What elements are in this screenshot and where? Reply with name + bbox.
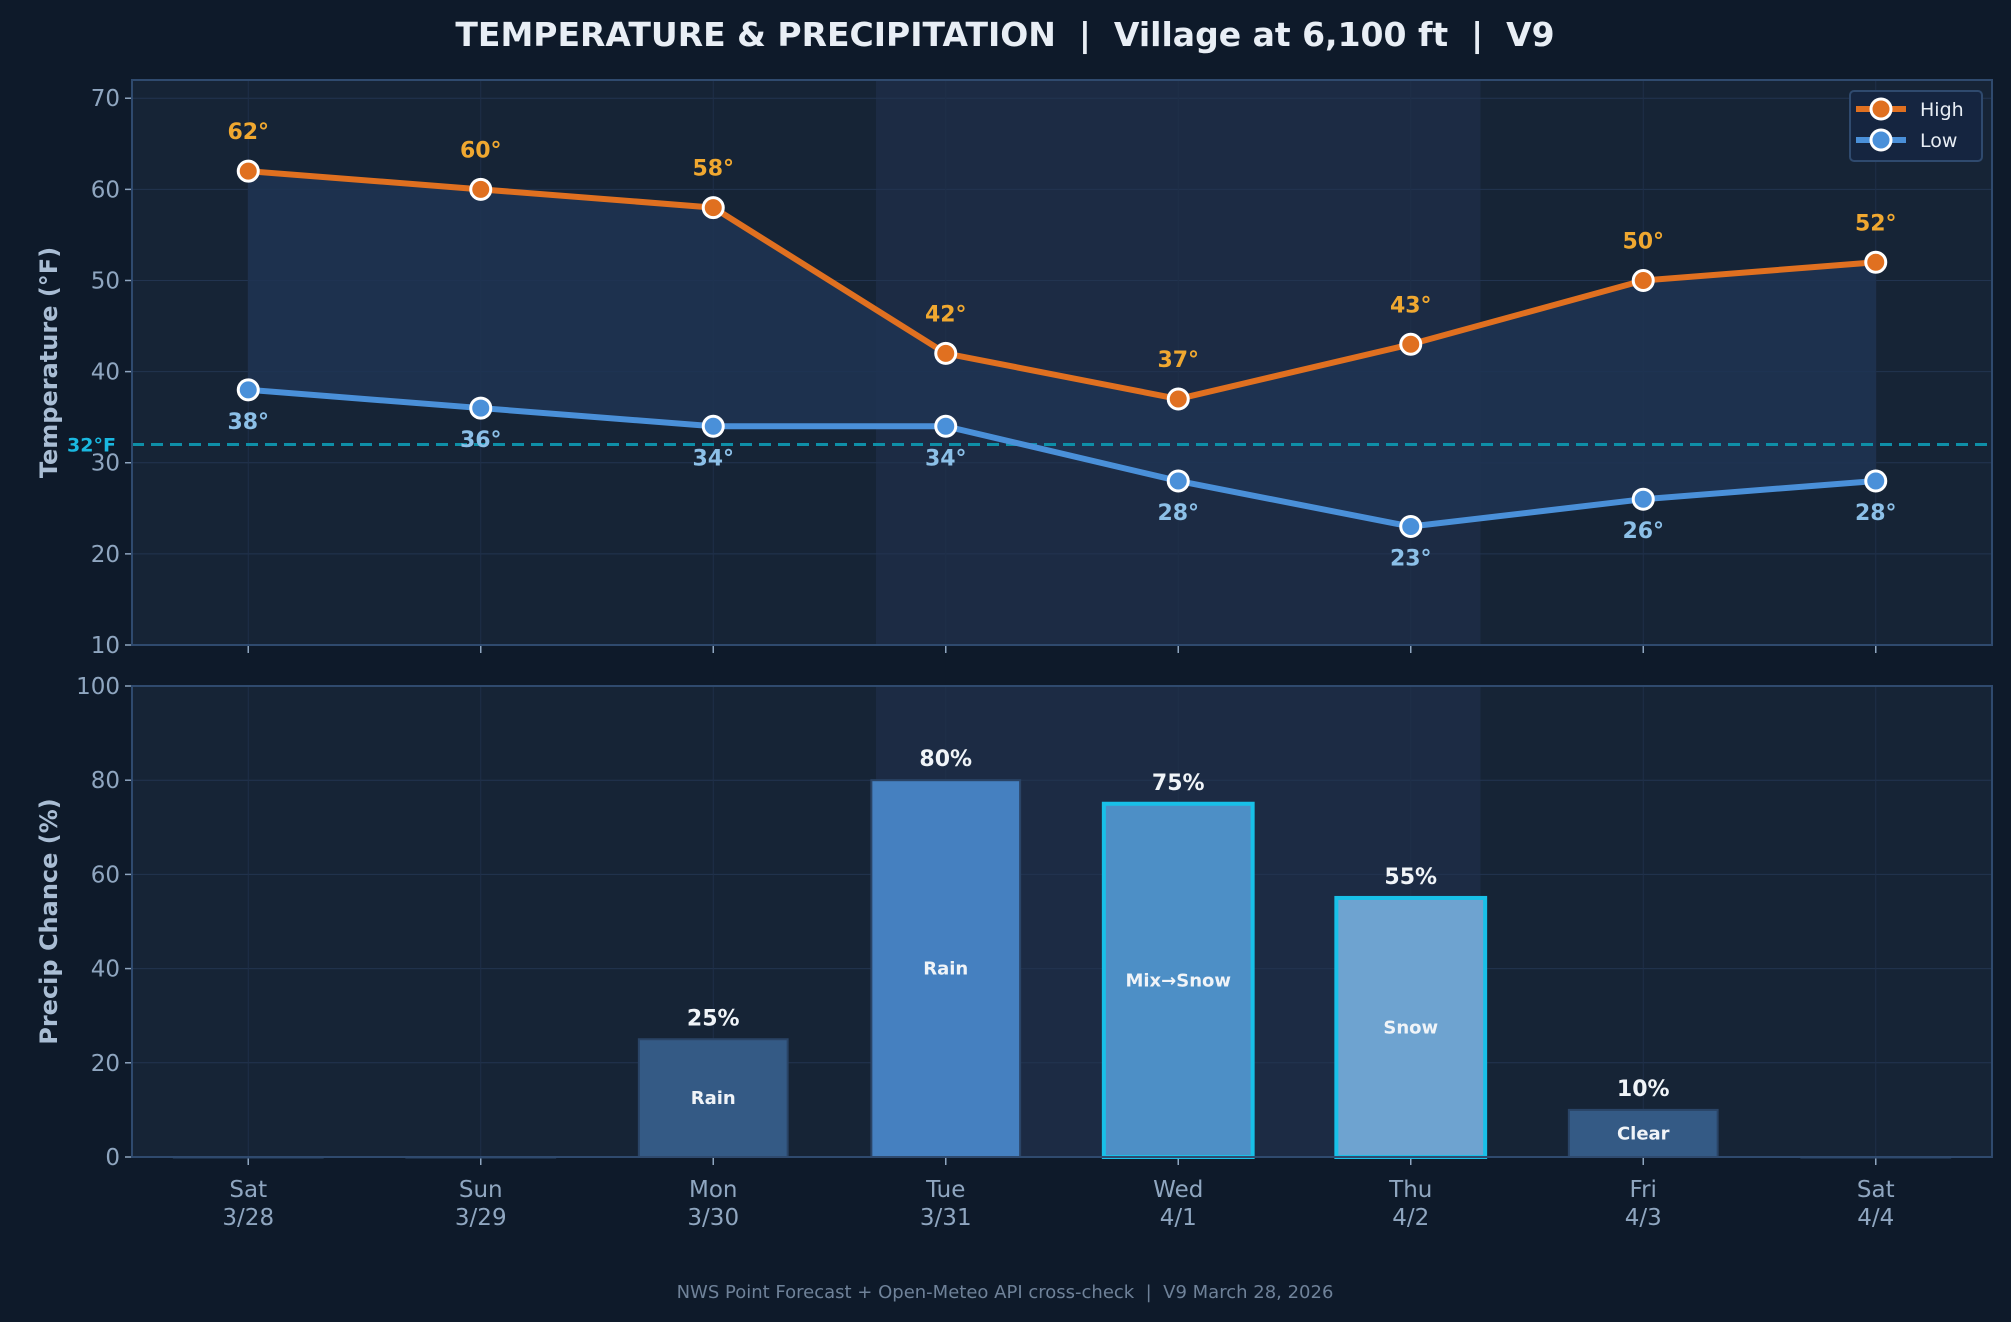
low-temp-label: 23°: [1390, 547, 1432, 572]
high-temp-point: [1166, 387, 1190, 411]
precip-bar: [1101, 801, 1255, 1159]
y-tick-label: 40: [91, 360, 120, 386]
y-tick-label: 50: [91, 268, 120, 294]
precip-type-label: Mix→Snow: [1125, 970, 1231, 991]
precip-value-label: 55%: [1384, 865, 1437, 890]
high-low-range-fill: [248, 171, 1876, 527]
y-tick-label: 10: [91, 633, 120, 659]
high-temp-point: [934, 341, 958, 365]
high-temp-label: 58°: [692, 157, 734, 182]
high-temp-point: [701, 196, 725, 220]
footer-note: NWS Point Forecast + Open-Meteo API cros…: [677, 1282, 1334, 1303]
x-tick-label-date: 3/31: [920, 1205, 972, 1231]
y-tick-label: 70: [91, 86, 120, 112]
y-tick-label: 30: [91, 451, 120, 477]
low-temp-label: 36°: [460, 428, 502, 453]
low-temp-point: [1399, 515, 1423, 539]
high-temp-label: 50°: [1622, 229, 1664, 254]
high-temp-label: 62°: [227, 120, 269, 145]
plot-frame: [131, 79, 1993, 646]
y-axis-label: Precip Chance (%): [35, 798, 63, 1045]
low-temp-point: [1864, 469, 1888, 493]
precip-type-label: Clear: [1617, 1123, 1670, 1144]
temperature-panel: 10 20 30 40 50 60 70 Temperature (°F) 32°F 62° 60°…: [35, 79, 1993, 659]
high-temp-point: [1631, 268, 1655, 292]
precip-bar: [1567, 1108, 1719, 1159]
x-tick-label-day: Mon: [689, 1177, 738, 1203]
y-tick-label: 80: [91, 768, 120, 794]
y-axis-label: Temperature (°F): [35, 247, 63, 478]
low-temp-point: [701, 414, 725, 438]
x-tick-label-date: 4/4: [1857, 1205, 1894, 1231]
high-temp-point: [1399, 332, 1423, 356]
precip-value-label: 25%: [687, 1006, 740, 1031]
x-tick-label-day: Sat: [229, 1177, 267, 1203]
low-temp-point: [236, 378, 260, 402]
high-temp-label: 42°: [925, 302, 967, 327]
legend: High Low: [1849, 90, 1983, 162]
low-temp-label: 28°: [1157, 501, 1199, 526]
low-temp-label: 26°: [1622, 519, 1664, 544]
x-tick-label-date: 4/1: [1160, 1205, 1197, 1231]
high-temp-label: 37°: [1157, 348, 1199, 373]
low-temp-label: 38°: [227, 410, 269, 435]
precip-bar: [637, 1038, 789, 1158]
x-tick-label-date: 4/2: [1392, 1205, 1429, 1231]
y-tick-label: 20: [91, 1051, 120, 1077]
y-tick-label: 60: [91, 862, 120, 888]
x-tick-label-date: 4/3: [1625, 1205, 1662, 1231]
x-tick-label-day: Sun: [459, 1177, 503, 1203]
low-temp-label: 28°: [1855, 501, 1897, 526]
x-tick-label-day: Fri: [1630, 1177, 1657, 1203]
precip-type-label: Rain: [691, 1088, 736, 1109]
x-tick-label-day: Wed: [1153, 1177, 1203, 1203]
high-temp-line: [248, 168, 1876, 402]
x-tick-label-date: 3/28: [222, 1205, 274, 1231]
high-temp-label: 43°: [1390, 293, 1432, 318]
high-temp-point: [1864, 250, 1888, 274]
precip-value-label: 10%: [1617, 1077, 1670, 1102]
y-tick-label: 40: [91, 957, 120, 983]
high-temp-point: [469, 177, 493, 201]
legend-high-marker: [1869, 97, 1893, 121]
low-temp-point: [934, 414, 958, 438]
precip-type-label: Rain: [923, 959, 968, 980]
high-temp-label: 52°: [1855, 211, 1897, 236]
legend-low-marker: [1869, 128, 1893, 152]
y-tick-label: 0: [105, 1145, 120, 1171]
x-tick-label-day: Tue: [925, 1177, 965, 1203]
low-temp-label: 34°: [925, 446, 967, 471]
low-temp-point: [1631, 487, 1655, 511]
low-temp-line: [248, 386, 1876, 530]
x-tick-label-date: 3/30: [687, 1205, 739, 1231]
precip-value-label: 80%: [919, 747, 972, 772]
x-tick-label-day: Sat: [1857, 1177, 1895, 1203]
low-temp-label: 34°: [692, 446, 734, 471]
high-temp-label: 60°: [460, 138, 502, 163]
legend-low-label: Low: [1920, 130, 1957, 152]
y-tick-label: 20: [91, 542, 120, 568]
plot-frame: [131, 685, 1993, 1158]
x-tick-label-date: 3/29: [455, 1205, 507, 1231]
legend-high-label: High: [1920, 99, 1964, 121]
precip-value-label: 75%: [1152, 771, 1205, 796]
precip-panel: 0 20 40 60 80 100 Precip Chance (%) 25% Rain 80% R…: [35, 674, 1993, 1231]
chart-title: TEMPERATURE & PRECIPITATION | Village at…: [455, 15, 1554, 54]
y-tick-label: 100: [76, 674, 120, 700]
x-tick-label-day: Thu: [1388, 1177, 1432, 1203]
low-temp-point: [1166, 469, 1190, 493]
low-temp-point: [469, 396, 493, 420]
y-tick-label: 60: [91, 177, 120, 203]
precip-bar: [870, 779, 1022, 1158]
precip-type-label: Snow: [1383, 1017, 1438, 1038]
precip-bar: [1334, 895, 1488, 1159]
high-temp-point: [236, 159, 260, 183]
freezing-reference-label: 32°F: [67, 435, 116, 457]
